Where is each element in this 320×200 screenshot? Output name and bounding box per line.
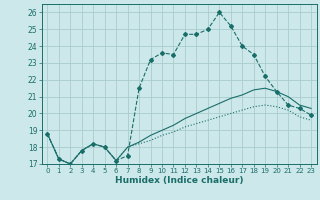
X-axis label: Humidex (Indice chaleur): Humidex (Indice chaleur) [115, 176, 244, 185]
